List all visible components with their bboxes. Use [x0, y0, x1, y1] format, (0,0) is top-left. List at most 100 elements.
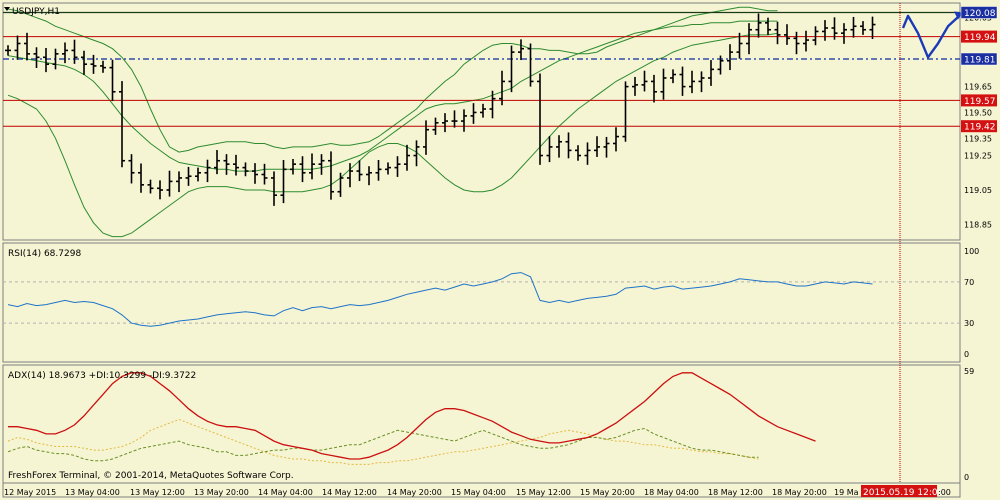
price-tag-box [960, 52, 998, 66]
price-bar [71, 39, 78, 64]
price-bar [166, 170, 173, 197]
price-bar [33, 47, 40, 68]
price-bar [746, 23, 752, 55]
bollinger-lower-line [7, 32, 778, 238]
price-tick-label: 119.50 [964, 109, 992, 118]
price-bar [138, 163, 144, 193]
price-bar [52, 48, 59, 70]
price-tag-119.94[interactable]: 119.94 [961, 30, 997, 43]
price-bar [366, 166, 372, 186]
price-level-lines [3, 3, 960, 483]
price-bar [584, 142, 591, 165]
price-tag-box [961, 94, 997, 107]
rsi-tick-label: 30 [964, 319, 974, 328]
price-bar [157, 180, 163, 200]
adx-tick-label: 59 [964, 367, 974, 376]
time-tick-label: 13 May 12:00 [130, 488, 185, 497]
price-bar [280, 160, 287, 204]
price-bar [679, 66, 686, 96]
price-bar [147, 179, 154, 194]
panel-frames [2, 2, 961, 498]
time-tick-label: 18 May 20:00 [772, 488, 827, 497]
price-tag-120.08[interactable]: 120.08 [960, 6, 998, 20]
price-bar [660, 68, 667, 100]
time-axis-frame [2, 482, 961, 498]
price-bar [299, 156, 306, 183]
price-bar [90, 54, 97, 74]
price-bar [812, 26, 819, 46]
bollinger-bands [7, 6, 778, 238]
forecast-path [901, 11, 964, 59]
price-bar [803, 30, 809, 52]
adx-label: ADX(14) 18.9673 +DI:10.3299 -DI:9.3722 [8, 371, 196, 381]
price-bar [204, 159, 211, 183]
rsi-panel [3, 272, 960, 327]
price-bar [195, 167, 201, 182]
price-bar [736, 32, 743, 59]
price-tag-box [961, 30, 997, 43]
time-tick-label: 14 May 04:00 [258, 488, 313, 497]
price-bar [727, 44, 733, 71]
price-bar [613, 127, 619, 152]
symbol-label[interactable]: USDJPY,H1 [12, 7, 60, 17]
price-bar [337, 172, 344, 197]
time-tick-label: 13 May 20:00 [194, 488, 249, 497]
time-tick-label: 15 May 20:00 [580, 488, 635, 497]
price-bar [765, 17, 771, 35]
price-bar [537, 73, 543, 165]
time-tick-label: 12 May 2015 [4, 488, 56, 497]
price-bar [385, 162, 391, 175]
adx-panel [7, 372, 816, 465]
price-tick-label: 119.35 [964, 134, 992, 143]
price-bar [375, 160, 382, 181]
price-bar [5, 45, 11, 56]
price-bar [119, 81, 125, 168]
bollinger-upper-line [7, 6, 778, 153]
price-bar [508, 45, 515, 93]
current-time-text: 2015.05.19 12:00 [863, 488, 944, 498]
price-tag-text: 120.08 [964, 9, 996, 19]
copyright-text: FreshForex Terminal, © 2001-2014, MetaQu… [8, 471, 294, 481]
price-bar [822, 20, 828, 41]
price-tag-119.42[interactable]: 119.42 [961, 120, 997, 133]
time-tick-label: 18 May 12:00 [708, 488, 763, 497]
price-bar [109, 59, 116, 102]
time-tick-label: 13 May 04:00 [65, 488, 120, 497]
price-bars [5, 13, 876, 206]
rsi-tick-label: 0 [964, 350, 969, 359]
rsi-line [7, 272, 873, 327]
time-tick-suffix: :00 [938, 488, 951, 497]
price-bar [698, 71, 705, 93]
price-tag-119.57[interactable]: 119.57 [961, 94, 997, 107]
price-bar [394, 156, 401, 177]
price-bar [860, 21, 866, 35]
price-bar [717, 55, 724, 75]
price-bar [527, 43, 534, 87]
price-bar [100, 60, 106, 73]
price-bar [290, 158, 296, 175]
price-bar [451, 110, 458, 128]
adx-line [8, 372, 816, 460]
price-tag-119.81[interactable]: 119.81 [960, 52, 998, 66]
price-bar [176, 171, 182, 193]
price-bar [603, 136, 610, 158]
price-bar [309, 153, 315, 180]
bollinger-middle-line [7, 20, 778, 172]
time-tick-label: 14 May 12:00 [322, 488, 377, 497]
symbol-dropdown-icon[interactable] [4, 7, 10, 11]
price-bar [470, 103, 477, 124]
price-bar [632, 76, 638, 96]
rsi-tick-label: 100 [964, 247, 979, 256]
price-bar [774, 21, 781, 45]
price-bar [24, 32, 30, 61]
price-bar [793, 31, 800, 55]
price-tag-text: 119.57 [964, 97, 996, 107]
rsi-label: RSI(14) 68.7298 [8, 249, 81, 259]
price-bar [546, 136, 553, 163]
price-bar [518, 39, 524, 61]
price-bar [404, 144, 410, 171]
price-bar [214, 150, 220, 175]
price-tag-text: 119.42 [964, 123, 996, 133]
